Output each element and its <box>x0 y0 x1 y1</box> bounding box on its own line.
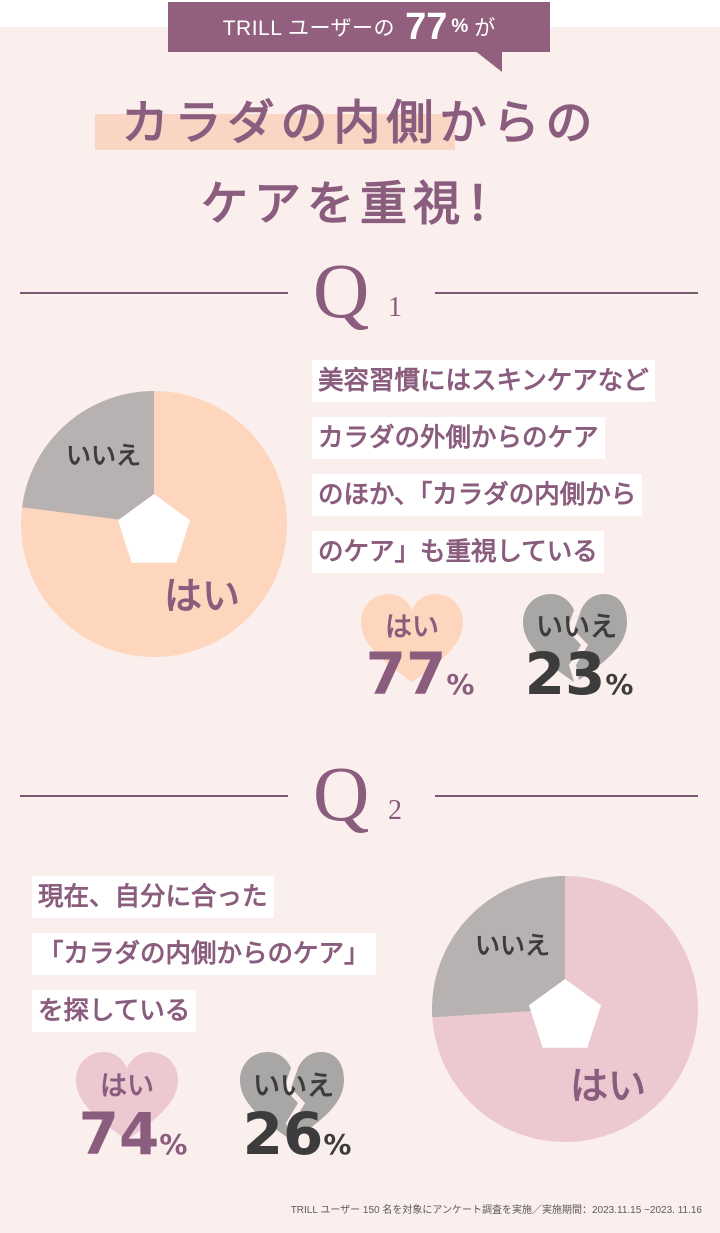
headline-line-1: カラダの内側からの <box>121 96 599 151</box>
banner-percent: % <box>451 16 469 37</box>
q1-yes-label: はい <box>385 612 439 643</box>
q1-number: 1 <box>388 292 402 323</box>
pie-center-pentagon <box>528 979 602 1048</box>
pie-slice-no <box>22 391 155 524</box>
q1-question-line-2: カラダの外側からのケア <box>312 417 605 459</box>
q1-letter: Q <box>313 247 370 334</box>
q2-yes-value-wrap: 74% <box>58 1100 208 1168</box>
q2-yes-unit: % <box>159 1128 188 1161</box>
banner-suffix: が <box>474 17 496 40</box>
q1-question: 美容習慣にはスキンケアなど カラダの外側からのケア のほか、「カラダの内側から … <box>312 360 655 588</box>
banner-text: TRILL ユーザーの <box>222 17 396 40</box>
banner-tail <box>474 50 502 72</box>
q1-divider-right <box>435 292 698 294</box>
q2-question-line-2: 「カラダの内側からのケア」 <box>32 933 376 975</box>
q2-yes-label: はい <box>100 1071 154 1102</box>
q2-yes-heart-icon <box>76 1052 178 1140</box>
q2-yes-value: 74 <box>78 1100 160 1168</box>
q1-no-unit: % <box>605 668 634 701</box>
q1-yes-value: 77 <box>365 640 447 708</box>
pie-label-no: いいえ <box>66 441 141 470</box>
q1-no-value: 23 <box>524 640 606 708</box>
q2-question-line-3: を探している <box>32 990 197 1032</box>
q2-no-value: 26 <box>242 1100 324 1168</box>
q2-header: Q 2 <box>0 755 720 845</box>
q1-no-broken-heart-icon <box>523 594 627 682</box>
q2-number: 2 <box>388 795 402 826</box>
q2-no-broken-heart-icon <box>240 1052 344 1140</box>
q2-no-label: いいえ <box>253 1071 334 1102</box>
q2-question-line-1: 現在、自分に合った <box>32 876 274 918</box>
q1-question-line-4: のケア」も重視している <box>312 531 604 573</box>
pie-slice-no <box>432 876 565 1018</box>
q1-divider-left <box>20 292 288 294</box>
q1-no-value-wrap: 23% <box>504 640 654 708</box>
q1-pie-chart: はい いいえ <box>21 391 288 657</box>
stat-banner: TRILL ユーザーの 77 % が <box>168 2 550 52</box>
q2-no-value-wrap: 26% <box>222 1100 372 1168</box>
pie-center-pentagon <box>117 494 191 563</box>
headline-line-2: ケアを重視！ <box>201 177 519 232</box>
q1-no-label: いいえ <box>536 612 617 643</box>
q2-no-unit: % <box>323 1128 352 1161</box>
pie-label-yes: はい <box>570 1064 646 1108</box>
pie-label-no: いいえ <box>475 931 550 960</box>
footnote: TRILL ユーザー 150 名を対象にアンケート調査を実施／実施期間：2023… <box>290 1205 702 1216</box>
pie-label-yes: はい <box>164 574 240 618</box>
q1-yes-value-wrap: 77% <box>345 640 495 708</box>
q2-pie-chart: はい いいえ <box>432 876 698 1142</box>
q2-letter: Q <box>313 750 370 837</box>
q1-yes-unit: % <box>446 668 475 701</box>
banner-number: 77 <box>405 5 448 48</box>
q1-yes-heart-icon <box>361 594 463 682</box>
q2-question: 現在、自分に合った 「カラダの内側からのケア」 を探している <box>32 876 376 1047</box>
q1-header: Q 1 <box>0 252 720 342</box>
headline-highlight <box>95 114 455 150</box>
q1-question-line-3: のほか、「カラダの内側から <box>312 474 643 516</box>
q2-divider-right <box>435 795 698 797</box>
q2-divider-left <box>20 795 288 797</box>
q1-question-line-1: 美容習慣にはスキンケアなど <box>312 360 655 402</box>
